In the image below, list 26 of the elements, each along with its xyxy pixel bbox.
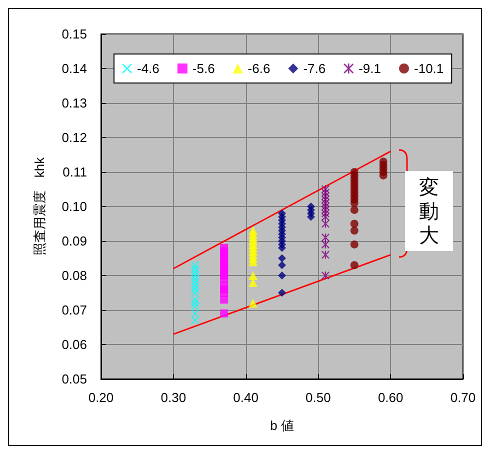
y-tick-label: 0.11 — [62, 164, 87, 180]
x-tick-label: 0.20 — [88, 390, 114, 405]
y-tick-label: 0.05 — [62, 372, 87, 386]
legend-label: -6.6 — [248, 61, 270, 76]
x-tick-label: 0.50 — [306, 390, 331, 405]
y-tick-label: 0.10 — [62, 199, 87, 214]
x-axis-title: b 値 — [270, 418, 294, 433]
y-tick-label: 0.07 — [62, 302, 87, 318]
x-tick-label: 0.60 — [378, 390, 404, 405]
y-tick-label: 0.14 — [62, 61, 87, 76]
y-tick-label: 0.06 — [62, 337, 87, 352]
legend-label: -9.1 — [358, 61, 382, 76]
legend-label: -10.1 — [414, 61, 444, 76]
y-tick-label: 0.12 — [62, 130, 87, 145]
y-tick-label: 0.08 — [62, 268, 87, 283]
legend-label: -5.6 — [192, 61, 215, 76]
y-tick-label: 0.09 — [62, 234, 87, 248]
x-tick-label: 0.30 — [160, 390, 186, 405]
y-tick-label: 0.13 — [62, 96, 87, 110]
legend-label: -7.6 — [303, 61, 326, 76]
annotation: 変動大 — [418, 175, 440, 247]
y-axis-title: 照査用震度 khk — [32, 156, 47, 256]
x-tick-label: 0.70 — [450, 390, 476, 405]
x-tick-label: 0.40 — [233, 390, 258, 405]
y-tick-label: 0.15 — [62, 26, 87, 42]
legend-label: -4.6 — [137, 61, 160, 76]
